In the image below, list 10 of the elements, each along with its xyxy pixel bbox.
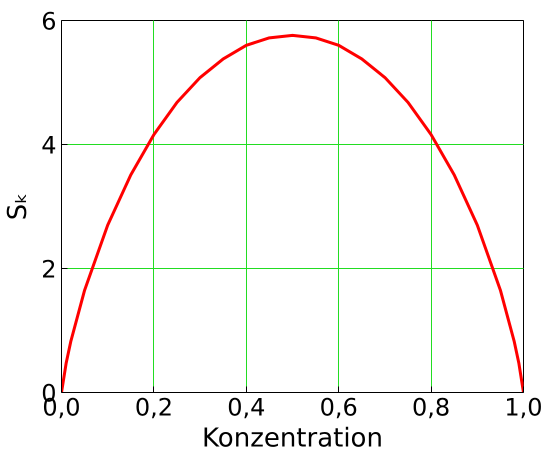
y-tick-label: 4 <box>41 132 57 160</box>
x-tick-label: 0,6 <box>320 394 358 422</box>
x-axis-title: Konzentration <box>202 424 383 454</box>
y-tick-label: 2 <box>41 256 57 284</box>
y-axis-title: Sₖ <box>3 192 34 220</box>
y-tick-label: 6 <box>41 8 57 36</box>
x-tick-label: 0,2 <box>134 394 173 422</box>
x-tick-label: 0,8 <box>412 394 450 422</box>
x-tick-label: 0,4 <box>227 394 266 422</box>
x-tick-label: 1,0 <box>504 394 543 422</box>
